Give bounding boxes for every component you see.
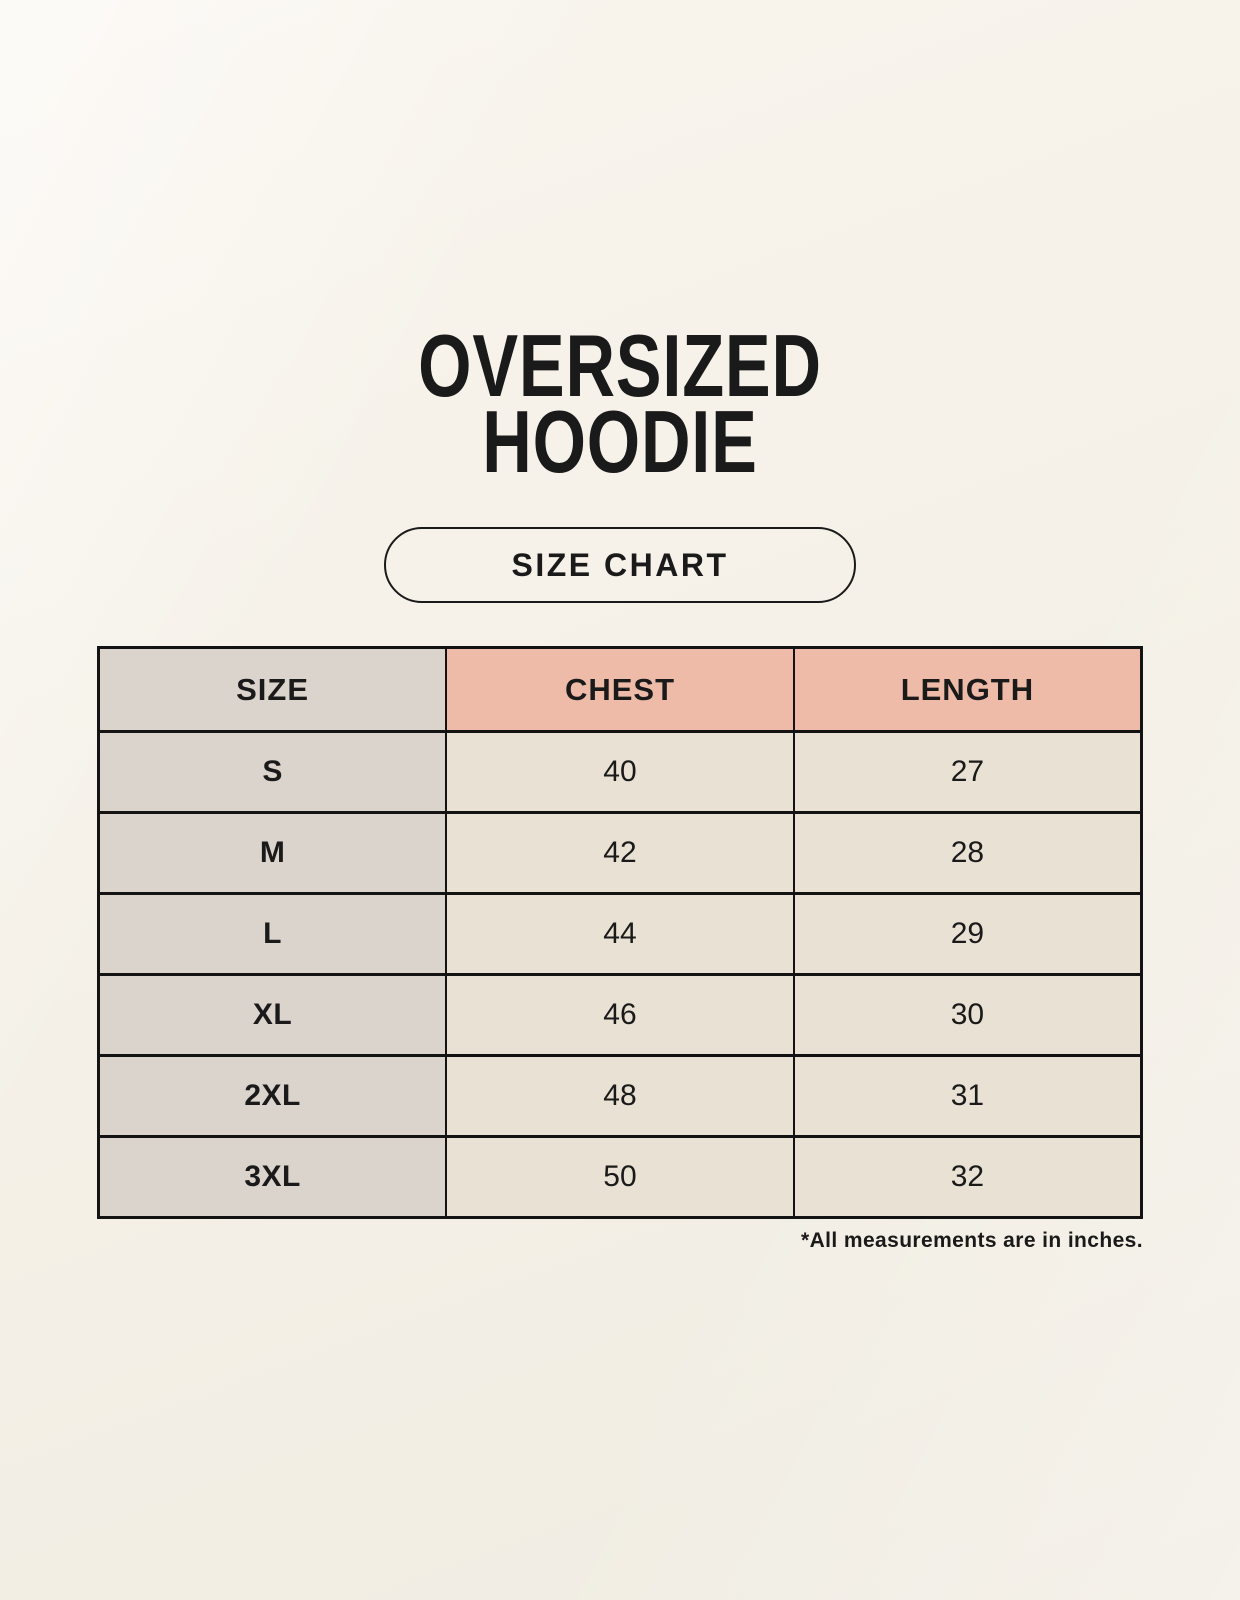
size-cell: M (97, 811, 448, 895)
size-chart-button-wrap: SIZE CHART (97, 527, 1143, 603)
chest-cell: 40 (445, 730, 795, 814)
header-cell-length: LENGTH (792, 646, 1143, 733)
size-chart-button[interactable]: SIZE CHART (384, 527, 856, 603)
table-row: L 44 29 (97, 892, 1143, 976)
chest-cell: 50 (445, 1135, 795, 1219)
table-row: 2XL 48 31 (97, 1054, 1143, 1138)
length-cell: 31 (792, 1054, 1143, 1138)
header-cell-chest: CHEST (445, 646, 795, 733)
size-cell: L (97, 892, 448, 976)
page-title-line1: OVERSIZED (418, 316, 822, 415)
size-table-header: SIZE CHEST LENGTH (97, 646, 1143, 733)
table-row: M 42 28 (97, 811, 1143, 895)
size-chart-page: OVERSIZED HOODIE SIZE CHART SIZE CHEST L… (97, 0, 1143, 1253)
size-cell: XL (97, 973, 448, 1057)
measurements-footnote: *All measurements are in inches. (801, 1229, 1143, 1252)
header-cell-size: SIZE (97, 646, 448, 733)
table-row: XL 46 30 (97, 973, 1143, 1057)
table-row: 3XL 50 32 (97, 1135, 1143, 1219)
table-row: S 40 27 (97, 730, 1143, 814)
chest-cell: 44 (445, 892, 795, 976)
header-row: SIZE CHEST LENGTH (97, 646, 1143, 733)
size-table: SIZE CHEST LENGTH S 40 27 M 42 28 L 44 29 XL 46 30 2… (97, 646, 1143, 1219)
size-cell: 2XL (97, 1054, 448, 1138)
chest-cell: 46 (445, 973, 795, 1057)
length-cell: 32 (792, 1135, 1143, 1219)
size-cell: 3XL (97, 1135, 448, 1219)
size-table-body: S 40 27 M 42 28 L 44 29 XL 46 30 2XL 48 31 3XL 50 32 (97, 730, 1143, 1219)
page-title-line2: HOODIE (482, 392, 758, 491)
chest-cell: 48 (445, 1054, 795, 1138)
size-cell: S (97, 730, 448, 814)
chest-cell: 42 (445, 811, 795, 895)
length-cell: 29 (792, 892, 1143, 976)
length-cell: 30 (792, 973, 1143, 1057)
length-cell: 27 (792, 730, 1143, 814)
length-cell: 28 (792, 811, 1143, 895)
size-chart-button-label: SIZE CHART (511, 546, 729, 583)
page-title: OVERSIZED HOODIE (212, 0, 1028, 491)
